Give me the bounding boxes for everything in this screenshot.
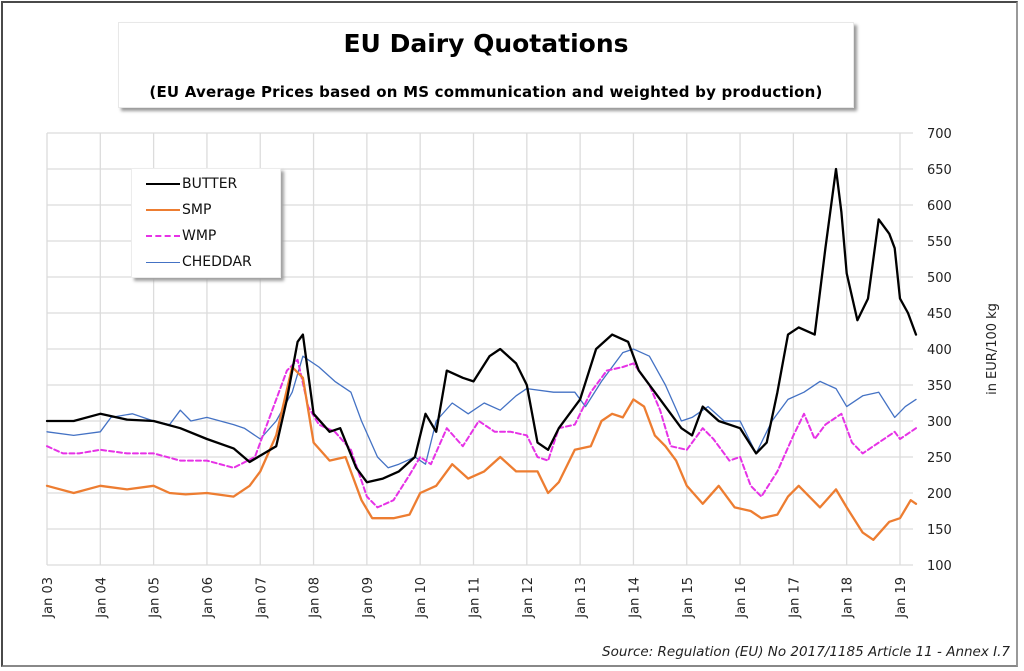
source-note: Source: Regulation (EU) No 2017/1185 Art… (602, 644, 1010, 660)
x-tick-label: Jan 15 (681, 577, 696, 619)
legend-swatch-wmp (146, 235, 180, 237)
legend-item-smp: SMP (146, 200, 211, 220)
y-tick-label: 200 (927, 487, 952, 502)
y-tick-label: 500 (927, 271, 952, 286)
legend-label-smp: SMP (182, 202, 212, 218)
legend-item-butter: BUTTER (146, 174, 237, 194)
y-tick-label: 250 (927, 451, 952, 466)
y-tick-label: 150 (927, 523, 952, 538)
series-line-butter (45, 167, 918, 484)
legend-item-cheddar: CHEDDAR (146, 252, 252, 272)
y-axis-title: in EUR/100 kg (985, 303, 1000, 395)
x-tick-label: Jan 11 (468, 577, 483, 619)
y-tick-label: 400 (927, 343, 952, 358)
x-tick-label: Jan 18 (841, 577, 856, 619)
chart-title: EU Dairy Quotations (343, 29, 629, 58)
x-tick-label: Jan 16 (734, 577, 749, 619)
x-axis-ticks: Jan 03 Jan 04 Jan 05 Jan 06 Jan 07 Jan 08 Jan … (41, 577, 909, 619)
title-box: EU Dairy Quotations (EU Average Prices b… (118, 22, 854, 108)
legend-swatch-cheddar (146, 261, 180, 263)
chart-subtitle: (EU Average Prices based on MS communica… (149, 83, 823, 101)
y-tick-label: 300 (927, 415, 952, 430)
y-tick-label: 700 (927, 127, 952, 142)
y-tick-label: 350 (927, 379, 952, 394)
x-tick-label: Jan 04 (94, 577, 109, 619)
y-axis-ticks: 100 150 200 250 300 350 400 450 500 550 600 650 700 (927, 127, 952, 574)
legend-item-wmp: WMP (146, 226, 216, 246)
x-tick-label: Jan 14 (627, 577, 642, 619)
y-tick-label: 450 (927, 307, 952, 322)
x-tick-label: Jan 10 (414, 577, 429, 619)
y-tick-label: 650 (927, 163, 952, 178)
legend-label-butter: BUTTER (182, 176, 238, 192)
x-tick-label: Jan 09 (361, 577, 376, 619)
x-tick-label: Jan 19 (894, 577, 909, 619)
y-tick-label: 100 (927, 559, 952, 574)
series-lines (45, 167, 918, 541)
series-line-cheddar (46, 348, 917, 469)
series-line-smp (45, 365, 918, 541)
x-tick-label: Jan 06 (201, 577, 216, 619)
y-tick-label: 550 (927, 235, 952, 250)
x-tick-label: Jan 17 (787, 577, 802, 619)
x-tick-label: Jan 03 (41, 577, 56, 619)
x-tick-label: Jan 08 (308, 577, 323, 619)
legend-swatch-smp (146, 209, 180, 211)
legend-label-wmp: WMP (182, 228, 217, 244)
y-tick-label: 600 (927, 199, 952, 214)
legend-swatch-butter (146, 183, 180, 185)
x-tick-label: Jan 07 (254, 577, 269, 619)
legend: BUTTER SMP WMP CHEDDAR (131, 168, 281, 278)
series-line-wmp (46, 358, 917, 509)
x-tick-label: Jan 12 (521, 577, 536, 619)
x-tick-label: Jan 05 (148, 577, 163, 619)
legend-label-cheddar: CHEDDAR (182, 254, 252, 270)
x-tick-label: Jan 13 (574, 577, 589, 619)
